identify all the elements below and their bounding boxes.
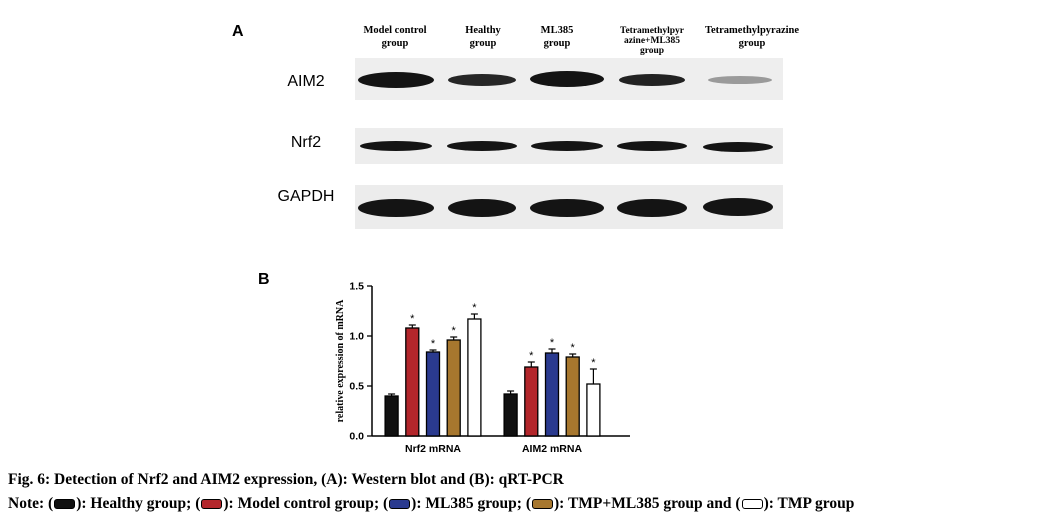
column-header: Tetramethylpyrazine (705, 25, 799, 36)
panel-label: B (258, 271, 270, 288)
note-open: ( (735, 495, 741, 512)
column-header: group (382, 38, 409, 49)
note-join: ; (516, 495, 526, 512)
row-label: AIM2 (287, 73, 324, 90)
bar (565, 356, 580, 437)
column-header: Model control (363, 25, 426, 36)
note-close: ): (411, 495, 422, 512)
legend-swatch (532, 499, 554, 510)
significance-mark: * (529, 350, 534, 362)
band (619, 74, 685, 86)
y-tick-label: 1.5 (349, 281, 364, 293)
y-tick-label: 0.5 (349, 381, 364, 393)
caption-note: Note: (): Healthy group; (): Model contr… (8, 495, 854, 513)
legend-label: Model control group (237, 495, 374, 512)
note-join: ; (373, 495, 383, 512)
legend-label: TMP group (777, 495, 855, 512)
column-header: azine+ML385 (624, 36, 680, 46)
note-open: ( (48, 495, 54, 512)
legend-label: TMP+ML385 group (567, 495, 703, 512)
legend-label: Healthy group (90, 495, 187, 512)
y-tick-label: 1.0 (349, 331, 364, 343)
row-label: GAPDH (278, 188, 335, 205)
band (448, 74, 516, 86)
significance-mark: * (550, 337, 555, 349)
band (703, 198, 773, 216)
band (703, 142, 773, 152)
x-tick-label: AIM2 mRNA (522, 443, 583, 455)
note-close: ): (76, 495, 87, 512)
note-lead: Note: (8, 495, 45, 512)
band (358, 199, 434, 217)
legend-label: ML385 group (425, 495, 517, 512)
y-axis-label: relative expression of mRNA (335, 299, 346, 422)
bar (446, 339, 461, 437)
band (530, 199, 604, 217)
note-open: ( (195, 495, 201, 512)
note-close: ): (763, 495, 774, 512)
band (530, 71, 604, 87)
band (447, 141, 517, 151)
note-close: ): (223, 495, 234, 512)
significance-mark: * (571, 342, 576, 354)
column-header: Tetramethylpyr (620, 26, 685, 36)
legend-swatch (741, 499, 763, 510)
significance-mark: * (431, 338, 436, 350)
bands (358, 71, 773, 217)
band (360, 141, 432, 151)
column-header: ML385 (541, 25, 574, 36)
bar (467, 318, 482, 437)
bar (425, 351, 441, 437)
column-header: group (640, 46, 664, 56)
column-header: group (470, 38, 497, 49)
band (448, 199, 516, 217)
y-tick-label: 0.0 (349, 431, 364, 443)
legend-swatch (201, 499, 223, 510)
band (531, 141, 603, 151)
significance-mark: * (591, 357, 596, 369)
significance-mark: * (472, 302, 477, 314)
bar (524, 366, 539, 437)
caption-title: Fig. 6: Detection of Nrf2 and AIM2 expre… (8, 471, 565, 488)
bar (405, 327, 420, 437)
bar (586, 383, 601, 437)
panel-label: A (232, 23, 244, 40)
bar (503, 393, 518, 437)
column-header: group (544, 38, 571, 49)
blot (355, 58, 783, 229)
note-join: and (702, 495, 736, 512)
band (358, 72, 434, 88)
band (708, 76, 772, 84)
significance-mark: * (410, 313, 415, 325)
note-close: ): (554, 495, 565, 512)
note-join: ; (186, 495, 196, 512)
x-tick-label: Nrf2 mRNA (405, 443, 461, 455)
bar (544, 352, 560, 437)
note-open: ( (525, 495, 532, 512)
legend-swatch (54, 499, 76, 510)
band (617, 141, 687, 151)
row-label: Nrf2 (291, 134, 321, 151)
legend-swatch (389, 499, 411, 510)
column-header: group (739, 38, 766, 49)
bar (384, 395, 399, 437)
note-open: ( (382, 495, 389, 512)
significance-mark: * (452, 325, 457, 337)
band (617, 199, 687, 217)
column-header: Healthy (465, 25, 501, 36)
